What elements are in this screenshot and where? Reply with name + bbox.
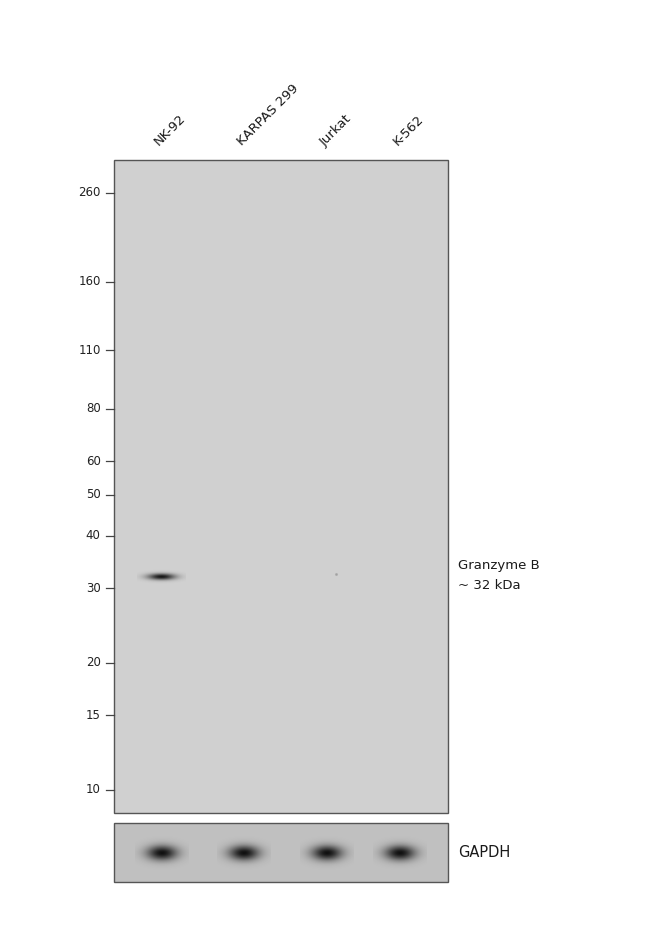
Text: 160: 160 <box>79 275 101 289</box>
Text: 110: 110 <box>79 344 101 357</box>
Text: 40: 40 <box>86 529 101 542</box>
Text: 60: 60 <box>86 455 101 468</box>
Text: Granzyme B: Granzyme B <box>458 558 540 572</box>
Text: 10: 10 <box>86 783 101 796</box>
Text: KARPAS 299: KARPAS 299 <box>235 82 301 149</box>
Text: Jurkat: Jurkat <box>317 112 354 149</box>
Text: 50: 50 <box>86 488 101 501</box>
Text: 260: 260 <box>79 186 101 199</box>
Text: ~ 32 kDa: ~ 32 kDa <box>458 579 521 592</box>
Text: 15: 15 <box>86 709 101 722</box>
Text: 80: 80 <box>86 402 101 415</box>
Bar <box>114 160 448 813</box>
Text: NK-92: NK-92 <box>152 112 188 149</box>
Text: GAPDH: GAPDH <box>458 845 510 859</box>
Bar <box>114 822 448 882</box>
Text: 30: 30 <box>86 582 101 595</box>
Text: K-562: K-562 <box>391 113 426 149</box>
Text: 20: 20 <box>86 656 101 669</box>
